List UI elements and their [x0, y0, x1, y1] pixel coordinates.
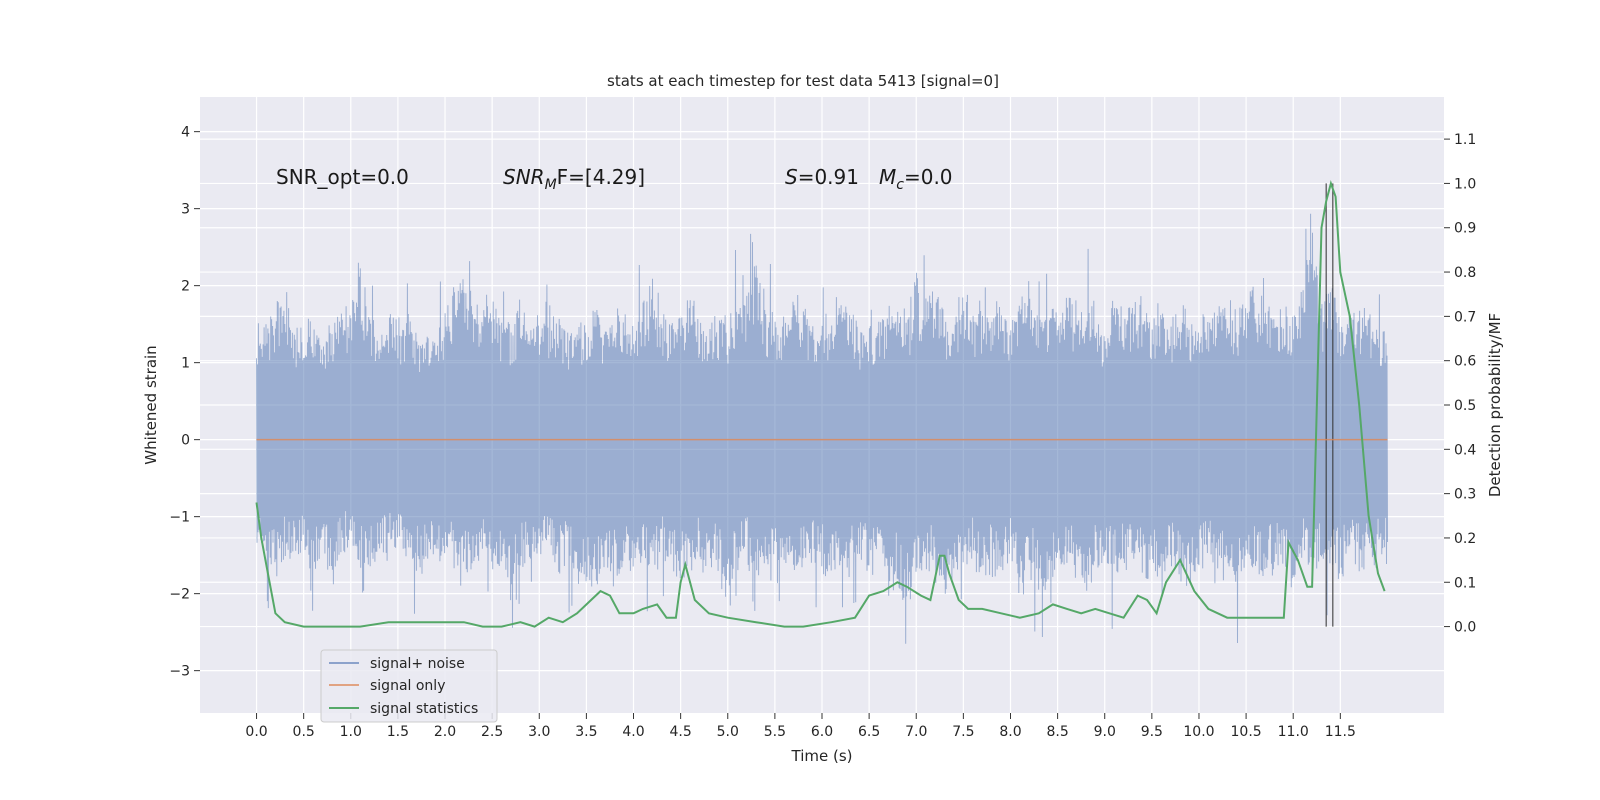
x-tick-label: 1.5 — [387, 724, 409, 740]
x-tick-label: 7.0 — [905, 724, 927, 740]
x-tick-label: 10.5 — [1231, 724, 1262, 740]
x-tick-label: 8.0 — [999, 724, 1021, 740]
x-tick-label: 3.0 — [528, 724, 550, 740]
noise-line — [256, 213, 1388, 644]
snr-mf-rest: F=[4.29] — [557, 165, 645, 189]
annotation-snr-opt: SNR_opt=0.0 — [276, 165, 409, 189]
y-right-tick-label: 0.6 — [1454, 354, 1476, 370]
y-tick-label: 2 — [181, 279, 190, 295]
y-right-tick-label: 0.5 — [1454, 398, 1476, 414]
mc-sub: c — [896, 177, 904, 193]
legend-box — [320, 649, 498, 723]
y-axis-label: Whitened strain — [142, 345, 160, 464]
legend-label-stats: signal statistics — [370, 701, 478, 717]
x-tick-label: 3.5 — [575, 724, 597, 740]
s-value: =0.91 — [798, 165, 859, 189]
x-tick-label: 9.5 — [1141, 724, 1163, 740]
x-tick-label: 10.0 — [1183, 724, 1214, 740]
x-tick-label: 1.0 — [340, 724, 362, 740]
y-right-tick-label: 0.9 — [1454, 221, 1476, 237]
y-right-tick-label: 0.3 — [1454, 487, 1476, 503]
x-tick-label: 11.5 — [1325, 724, 1356, 740]
y-tick-label: 3 — [181, 202, 190, 218]
legend-label-noise: signal+ noise — [370, 656, 465, 672]
x-tick-label: 7.5 — [952, 724, 974, 740]
y-tick-label: −1 — [169, 510, 190, 526]
legend: signal+ noise signal only signal statist… — [320, 649, 498, 723]
y-right-tick-label: 0.8 — [1454, 265, 1476, 281]
y-right-tick-label: 0.2 — [1454, 531, 1476, 547]
annotation-mc: Mc=0.0 — [879, 165, 953, 193]
y-right-tick-label: 0.0 — [1454, 620, 1476, 636]
x-tick-label: 4.0 — [622, 724, 644, 740]
mc-value: =0.0 — [904, 165, 953, 189]
x-tick-label: 0.0 — [245, 724, 267, 740]
x-axis-label: Time (s) — [791, 747, 853, 765]
noise-trace — [256, 213, 1388, 644]
statistics-line — [255, 180, 1386, 628]
x-tick-label: 4.5 — [670, 724, 692, 740]
y-axis-ticks: 4 3 2 1 0 −1 −2 −3 — [169, 125, 200, 680]
y-right-tick-label: 1.0 — [1454, 176, 1476, 192]
annotation-s: S=0.91 — [785, 165, 859, 189]
x-tick-label: 8.5 — [1046, 724, 1068, 740]
y-tick-label: 4 — [181, 125, 190, 141]
snr-mf-main: SNR — [503, 165, 545, 189]
peak-markers — [1325, 183, 1334, 627]
x-tick-label: 6.5 — [858, 724, 880, 740]
x-axis-ticks: 0.0 0.5 1.0 1.5 2.0 2.5 3.0 3.5 4.0 4.5 5.0 5.5 6.0 6… — [245, 713, 1356, 740]
y-right-tick-label: 0.4 — [1454, 442, 1476, 458]
s-main: S — [785, 165, 798, 189]
x-tick-label: 2.0 — [434, 724, 456, 740]
y-right-tick-label: 1.1 — [1454, 132, 1476, 148]
y-right-axis-label: Detection probability/MF — [1486, 313, 1504, 497]
y-right-tick-label: 0.7 — [1454, 309, 1476, 325]
statistics-trace — [255, 180, 1386, 628]
snr-mf-sub: M — [545, 177, 557, 193]
chart-title: stats at each timestep for test data 541… — [607, 72, 999, 90]
x-tick-label: 2.5 — [481, 724, 503, 740]
x-tick-label: 11.0 — [1278, 724, 1309, 740]
x-tick-label: 6.0 — [811, 724, 833, 740]
legend-label-signal: signal only — [370, 678, 445, 694]
x-tick-label: 5.0 — [717, 724, 739, 740]
y-right-tick-label: 0.1 — [1454, 575, 1476, 591]
y-tick-label: 0 — [181, 433, 190, 449]
y-right-axis-ticks: 1.1 1.0 0.9 0.8 0.7 0.6 0.5 0.4 0.3 0.2 0.1 0.0 — [1444, 132, 1476, 636]
x-tick-label: 9.0 — [1094, 724, 1116, 740]
x-tick-label: 0.5 — [293, 724, 315, 740]
y-tick-label: −3 — [169, 664, 190, 680]
y-tick-label: −2 — [169, 587, 190, 603]
annotation-snr-mf: SNRMF=[4.29] — [503, 165, 645, 193]
x-tick-label: 5.5 — [764, 724, 786, 740]
mc-main: M — [879, 165, 896, 189]
y-tick-label: 1 — [181, 356, 190, 372]
